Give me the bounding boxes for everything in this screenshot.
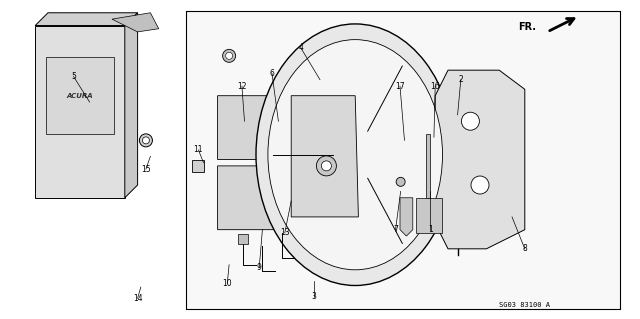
Polygon shape (291, 96, 358, 217)
Ellipse shape (461, 112, 479, 130)
Polygon shape (186, 11, 620, 309)
Ellipse shape (316, 156, 337, 176)
Text: 9: 9 (257, 263, 262, 272)
Ellipse shape (140, 134, 152, 147)
Polygon shape (35, 26, 125, 198)
Polygon shape (218, 96, 326, 160)
Text: 14: 14 (132, 294, 143, 303)
Text: 2: 2 (458, 75, 463, 84)
Polygon shape (416, 198, 442, 233)
Text: SG03 83100 A: SG03 83100 A (499, 302, 550, 308)
Bar (193, 160, 204, 172)
Polygon shape (35, 13, 138, 26)
Polygon shape (435, 70, 525, 249)
Bar (317, 203, 329, 211)
Text: 11: 11 (194, 145, 203, 154)
Text: 3: 3 (311, 292, 316, 301)
Text: 8: 8 (522, 244, 527, 253)
Ellipse shape (143, 137, 149, 144)
Polygon shape (112, 13, 159, 32)
Ellipse shape (471, 176, 489, 194)
Ellipse shape (396, 177, 405, 186)
Bar (317, 130, 329, 138)
Text: 4: 4 (298, 43, 303, 52)
Text: ACURA: ACURA (67, 93, 93, 99)
Polygon shape (46, 57, 114, 134)
Polygon shape (125, 13, 138, 198)
Bar (238, 234, 248, 244)
Ellipse shape (226, 52, 232, 59)
Text: 5: 5 (71, 72, 76, 81)
Ellipse shape (268, 40, 442, 270)
Text: FR.: FR. (518, 22, 536, 32)
Text: 6: 6 (269, 69, 275, 78)
Polygon shape (400, 198, 413, 236)
Text: 10: 10 (222, 279, 232, 288)
Bar (317, 181, 329, 189)
Polygon shape (426, 134, 430, 198)
Ellipse shape (321, 161, 332, 171)
Text: 1: 1 (428, 225, 433, 234)
Text: 16: 16 (430, 82, 440, 91)
Text: 17: 17 (395, 82, 405, 91)
Text: 15: 15 (141, 165, 151, 174)
Ellipse shape (223, 49, 236, 62)
Text: 7: 7 (393, 225, 398, 234)
Text: 12: 12 (237, 82, 246, 91)
Text: 13: 13 (280, 228, 290, 237)
Bar (317, 108, 329, 116)
Ellipse shape (256, 24, 454, 286)
Polygon shape (218, 166, 326, 230)
